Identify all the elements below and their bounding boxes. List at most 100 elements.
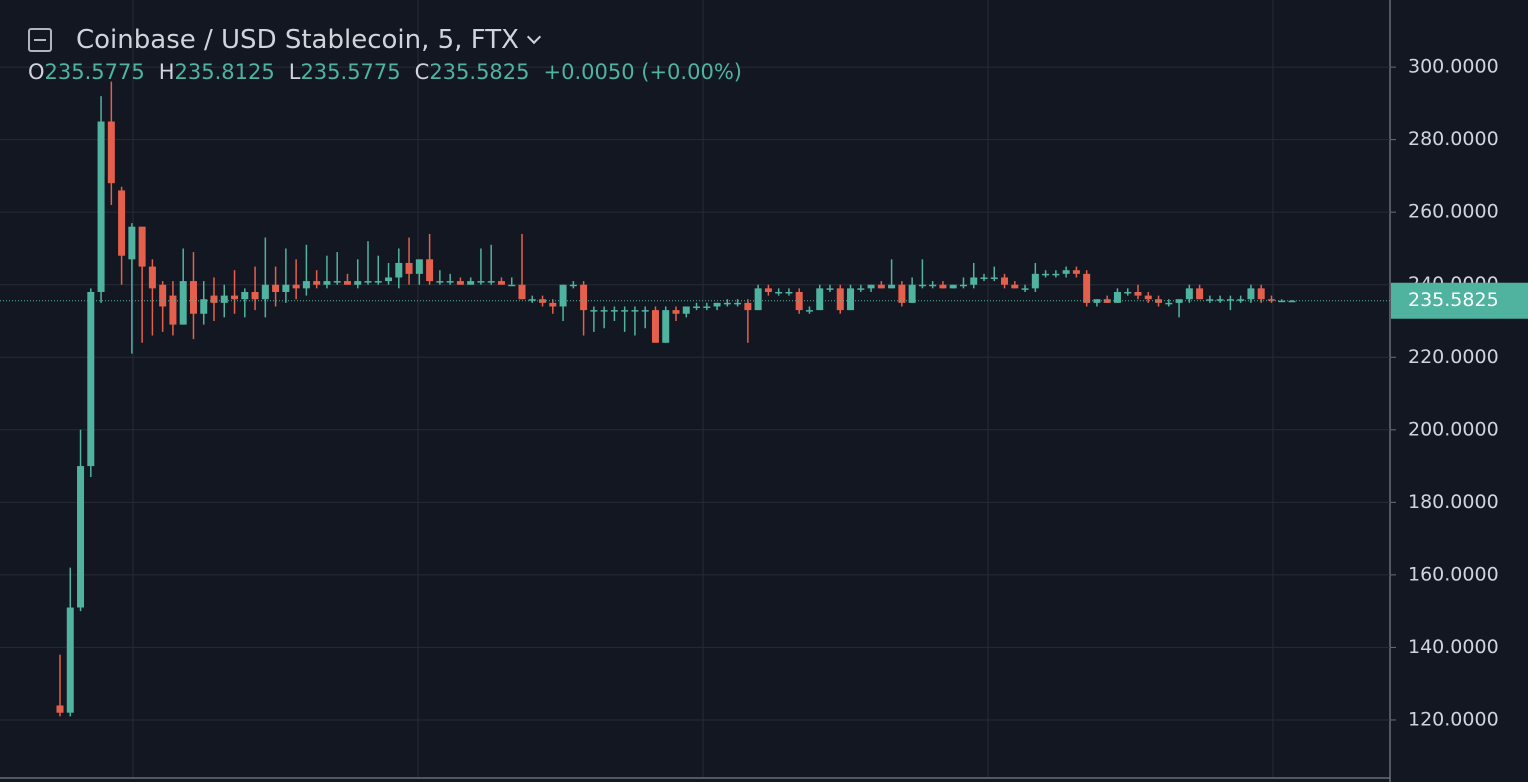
candle-body	[1134, 291, 1142, 296]
price-label-box	[1391, 282, 1528, 319]
y-tick-label: 140.0000	[1408, 636, 1499, 658]
candle-body	[980, 277, 988, 279]
chart-title: Coinbase / USD Stablecoin, 5, FTX	[76, 25, 519, 55]
candle-body	[1247, 288, 1255, 300]
candle-body	[231, 295, 239, 300]
candle-body	[87, 291, 95, 467]
y-tick-label: 300.0000	[1408, 56, 1499, 78]
candle-body	[1237, 299, 1245, 301]
candle-body	[1288, 300, 1296, 303]
candle-body	[436, 281, 444, 283]
candle-body	[1031, 273, 1039, 289]
candle-body	[1216, 299, 1224, 301]
candle-body	[467, 281, 475, 285]
candle-body	[908, 284, 916, 303]
candle-body	[1113, 291, 1121, 303]
change-label: +0.0050 (+0.00%)	[543, 60, 742, 84]
candle-body	[426, 259, 434, 282]
y-tick-label: 260.0000	[1408, 201, 1499, 223]
candle-body	[518, 284, 526, 300]
candle-body	[959, 284, 967, 287]
candle-body	[734, 302, 742, 305]
candle-body	[744, 302, 752, 311]
candle-body	[713, 302, 721, 307]
candle-body	[251, 291, 259, 300]
candle-body	[323, 281, 331, 285]
candle-body	[898, 284, 906, 303]
candle-body	[179, 281, 187, 325]
candle-body	[918, 284, 926, 287]
candle-body	[826, 288, 834, 290]
candle-body	[1083, 273, 1091, 303]
candle-body	[313, 281, 321, 285]
legend: Coinbase / USD Stablecoin, 5, FTX O235.5…	[28, 20, 756, 84]
collapse-icon[interactable]	[28, 28, 52, 52]
candle-body	[477, 281, 485, 283]
candle-body	[847, 288, 855, 311]
candle-body	[651, 310, 659, 343]
candle-body	[764, 288, 772, 292]
candle-body	[682, 306, 690, 314]
y-tick-label: 220.0000	[1408, 346, 1499, 368]
candle-body	[888, 284, 896, 289]
candle-body	[220, 295, 228, 303]
candle-body	[364, 281, 372, 283]
candle-body	[415, 259, 423, 274]
candle-body	[1093, 299, 1101, 303]
ohlc-letter: L	[288, 60, 301, 84]
candle-body	[1278, 300, 1286, 303]
candle-body	[1042, 273, 1050, 276]
candle-body	[631, 310, 639, 312]
title-row: Coinbase / USD Stablecoin, 5, FTX	[28, 20, 756, 60]
candle-body	[1124, 291, 1132, 294]
candle-body	[641, 310, 649, 312]
candle-body	[241, 291, 249, 300]
candle-body	[354, 281, 362, 285]
ohlc-letter: H	[158, 60, 175, 84]
candle-body	[77, 466, 85, 608]
ohlc-row: O235.5775 H235.8125 L235.5775 C235.5825 +0.0…	[28, 60, 756, 84]
candle-body	[795, 291, 803, 311]
candle-body	[836, 288, 844, 311]
candle-body	[949, 284, 957, 289]
candle-body	[374, 281, 382, 283]
candle-body	[138, 226, 146, 267]
candle-body	[990, 277, 998, 279]
candle-body	[569, 284, 577, 287]
candle-body	[210, 295, 218, 303]
ohlc-value: 235.5775	[300, 60, 401, 84]
candle-body	[610, 310, 618, 312]
ohlc-value: 235.8125	[174, 60, 275, 84]
candle-body	[723, 302, 731, 305]
y-tick-label: 120.0000	[1408, 708, 1499, 730]
candle-body	[343, 281, 351, 285]
candle-body	[487, 281, 495, 283]
candle-body	[528, 299, 536, 301]
candle-body	[385, 277, 393, 282]
candle-body	[1011, 284, 1019, 289]
candle-body	[693, 306, 701, 308]
candle-body	[785, 291, 793, 294]
ohlc-value: 235.5825	[429, 60, 530, 84]
candle-body	[539, 299, 547, 303]
candle-body	[857, 288, 865, 290]
candle-body	[1185, 288, 1193, 300]
candle-body	[703, 306, 711, 308]
dropdown-chevron[interactable]	[526, 29, 541, 45]
candle-body	[405, 262, 413, 274]
ohlc-value: 235.5775	[44, 60, 145, 84]
candle-body	[1052, 273, 1060, 276]
candle-body	[1144, 295, 1152, 300]
candle-body	[672, 310, 680, 314]
candle-body	[66, 607, 74, 713]
candle-body	[261, 284, 269, 300]
candle-body	[1062, 270, 1070, 274]
candle-body	[107, 121, 115, 184]
ohlc-letter: C	[414, 60, 430, 84]
candle-body	[456, 281, 464, 285]
candle-body	[292, 284, 300, 289]
candle-body	[1165, 302, 1173, 305]
price-label: 235.5825	[1408, 289, 1499, 311]
candle-body	[189, 281, 197, 314]
candle-body	[508, 284, 516, 287]
